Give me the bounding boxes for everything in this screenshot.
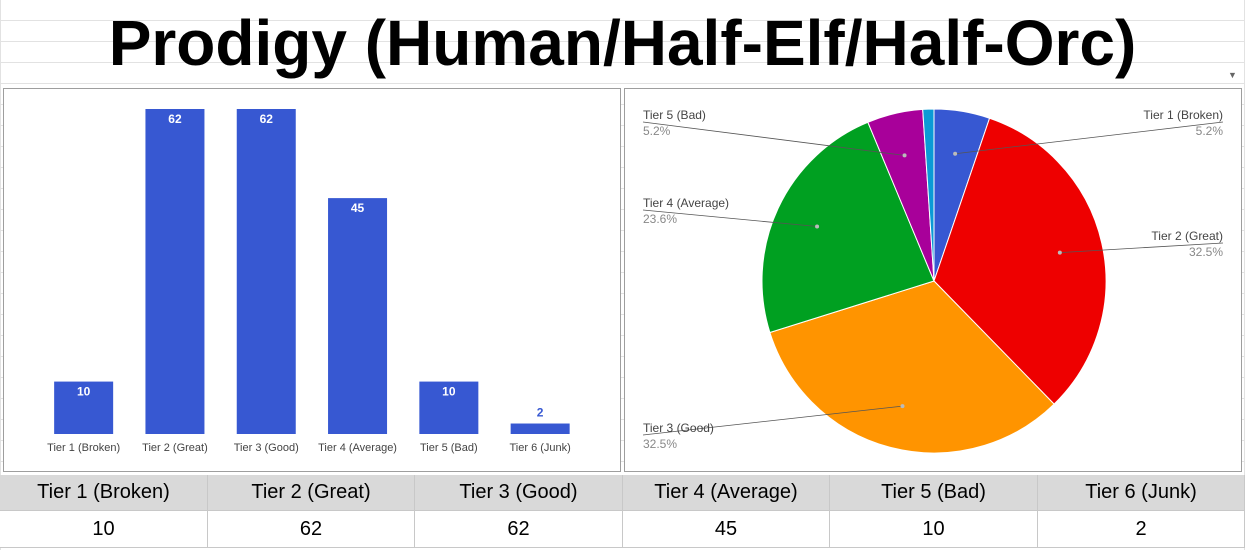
- x-tick-label: Tier 1 (Broken): [47, 442, 120, 454]
- pie-slice[interactable]: [933, 117, 1107, 405]
- pie-leader-line: [642, 405, 903, 436]
- pie-slice[interactable]: [769, 280, 1055, 454]
- pie-leader-dot: [815, 224, 820, 229]
- bar-data-label: 62: [260, 112, 274, 126]
- bar-data-label: 2: [537, 406, 544, 420]
- table-value-cell[interactable]: 2: [1038, 511, 1245, 548]
- grid-line: [0, 314, 1245, 315]
- grid-line: [0, 62, 1245, 63]
- pie-leader-line: [642, 121, 905, 156]
- table-value-cell[interactable]: 62: [208, 511, 415, 548]
- pie-slice[interactable]: [761, 121, 935, 334]
- grid-line: [0, 356, 1245, 357]
- bar-data-label: 10: [77, 385, 91, 399]
- pie-label-percent: 5.2%: [643, 124, 671, 138]
- bar-data-label: 10: [442, 385, 456, 399]
- grid-line: [0, 83, 1245, 84]
- grid-line: [0, 335, 1245, 336]
- pie-label-name: Tier 1 (Broken): [1143, 108, 1223, 122]
- grid-line: [0, 104, 1245, 105]
- title-cell[interactable]: Prodigy (Human/Half-Elf/Half-Orc): [0, 0, 1245, 86]
- data-table: Tier 1 (Broken) Tier 2 (Great) Tier 3 (G…: [0, 475, 1245, 550]
- grid-line: [0, 419, 1245, 420]
- grid-line: [0, 293, 1245, 294]
- bar-chart: 10 Tier 1 (Broken) 62 Tier 2 (Great) 62 Tier …: [47, 109, 571, 454]
- bar[interactable]: [328, 198, 388, 434]
- pie-leader-line: [955, 121, 1224, 155]
- table-value-cell[interactable]: 10: [0, 511, 208, 548]
- pie-label-percent: 32.5%: [1189, 245, 1223, 259]
- pie-label-percent: 23.6%: [643, 212, 677, 226]
- bar[interactable]: [54, 381, 114, 434]
- pie-label-percent: 5.2%: [1196, 124, 1224, 138]
- pie-leader-line: [1059, 242, 1224, 253]
- grid-line: [0, 146, 1245, 147]
- table-value-cell[interactable]: 62: [415, 511, 623, 548]
- dropdown-arrow-icon[interactable]: ▼: [1228, 70, 1237, 80]
- grid-line: [0, 377, 1245, 378]
- table-header-cell[interactable]: Tier 2 (Great): [208, 475, 415, 511]
- table-value-cell[interactable]: 45: [623, 511, 830, 548]
- table-header-cell[interactable]: Tier 3 (Good): [415, 475, 623, 511]
- x-tick-label: Tier 3 (Good): [234, 442, 299, 454]
- grid-line: [0, 251, 1245, 252]
- grid-line: [0, 272, 1245, 273]
- bar-chart-panel[interactable]: 10 Tier 1 (Broken) 62 Tier 2 (Great) 62 Tier …: [3, 88, 621, 472]
- grid-line: [0, 398, 1245, 399]
- grid-line: [0, 440, 1245, 441]
- pie-label-percent: 32.5%: [643, 437, 677, 451]
- pie-leader-line: [642, 209, 818, 227]
- grid-line: [0, 209, 1245, 210]
- bar-data-label: 45: [351, 201, 365, 215]
- table-header-row: Tier 1 (Broken) Tier 2 (Great) Tier 3 (G…: [0, 475, 1245, 511]
- pie-leader-dot: [953, 151, 958, 156]
- pie-slice[interactable]: [922, 108, 935, 282]
- pie-leader-dot: [900, 404, 905, 409]
- table-header-cell[interactable]: Tier 1 (Broken): [0, 475, 208, 511]
- pie-leader-dot: [902, 153, 907, 158]
- grid-line: [0, 188, 1245, 189]
- bar[interactable]: [510, 423, 570, 434]
- pie-label-name: Tier 5 (Bad): [643, 108, 706, 122]
- pie-leader-dot: [1057, 250, 1062, 255]
- x-tick-label: Tier 2 (Great): [142, 442, 208, 454]
- table-value-cell[interactable]: 10: [830, 511, 1038, 548]
- pie-label-name: Tier 4 (Average): [643, 196, 729, 210]
- bar[interactable]: [236, 109, 296, 434]
- pie-label-name: Tier 2 (Great): [1151, 229, 1223, 243]
- table-row: 10 62 62 45 10 2: [0, 511, 1245, 548]
- pie-chart: Tier 1 (Broken) 5.2% Tier 2 (Great) 32.5% Ti…: [642, 108, 1224, 454]
- x-tick-label: Tier 6 (Junk): [509, 442, 570, 454]
- bar-data-label: 62: [168, 112, 182, 126]
- grid-line: [0, 461, 1245, 462]
- grid-line: [0, 0, 1, 550]
- grid-line: [0, 125, 1245, 126]
- page-title: Prodigy (Human/Half-Elf/Half-Orc): [108, 7, 1137, 79]
- x-tick-label: Tier 4 (Average): [318, 442, 397, 454]
- bar[interactable]: [419, 381, 479, 434]
- grid-line: [0, 230, 1245, 231]
- pie-chart-panel[interactable]: Tier 1 (Broken) 5.2% Tier 2 (Great) 32.5% Ti…: [624, 88, 1242, 472]
- grid-line: [0, 20, 1245, 21]
- table-header-cell[interactable]: Tier 5 (Bad): [830, 475, 1038, 511]
- grid-line: [0, 41, 1245, 42]
- x-tick-label: Tier 5 (Bad): [420, 442, 478, 454]
- pie-label-name: Tier 3 (Good): [643, 421, 714, 435]
- grid-line: [0, 167, 1245, 168]
- bar[interactable]: [145, 109, 205, 434]
- table-header-cell[interactable]: Tier 6 (Junk): [1038, 475, 1245, 511]
- table-header-cell[interactable]: Tier 4 (Average): [623, 475, 830, 511]
